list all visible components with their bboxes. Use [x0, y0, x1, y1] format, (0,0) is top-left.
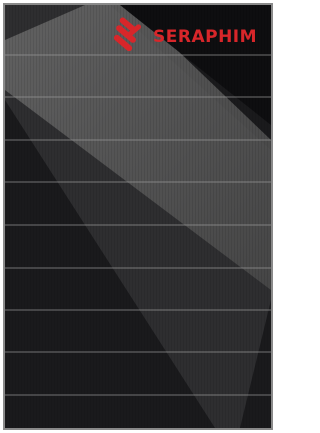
logo-text: SERAPHIM: [153, 27, 257, 47]
page: {"logo": {"text": "SERAPHIM"}} SERAPHIM …: [0, 0, 276, 433]
solar-panel-image: SERAPHIM: [0, 0, 276, 433]
cell-texture: [5, 5, 271, 428]
